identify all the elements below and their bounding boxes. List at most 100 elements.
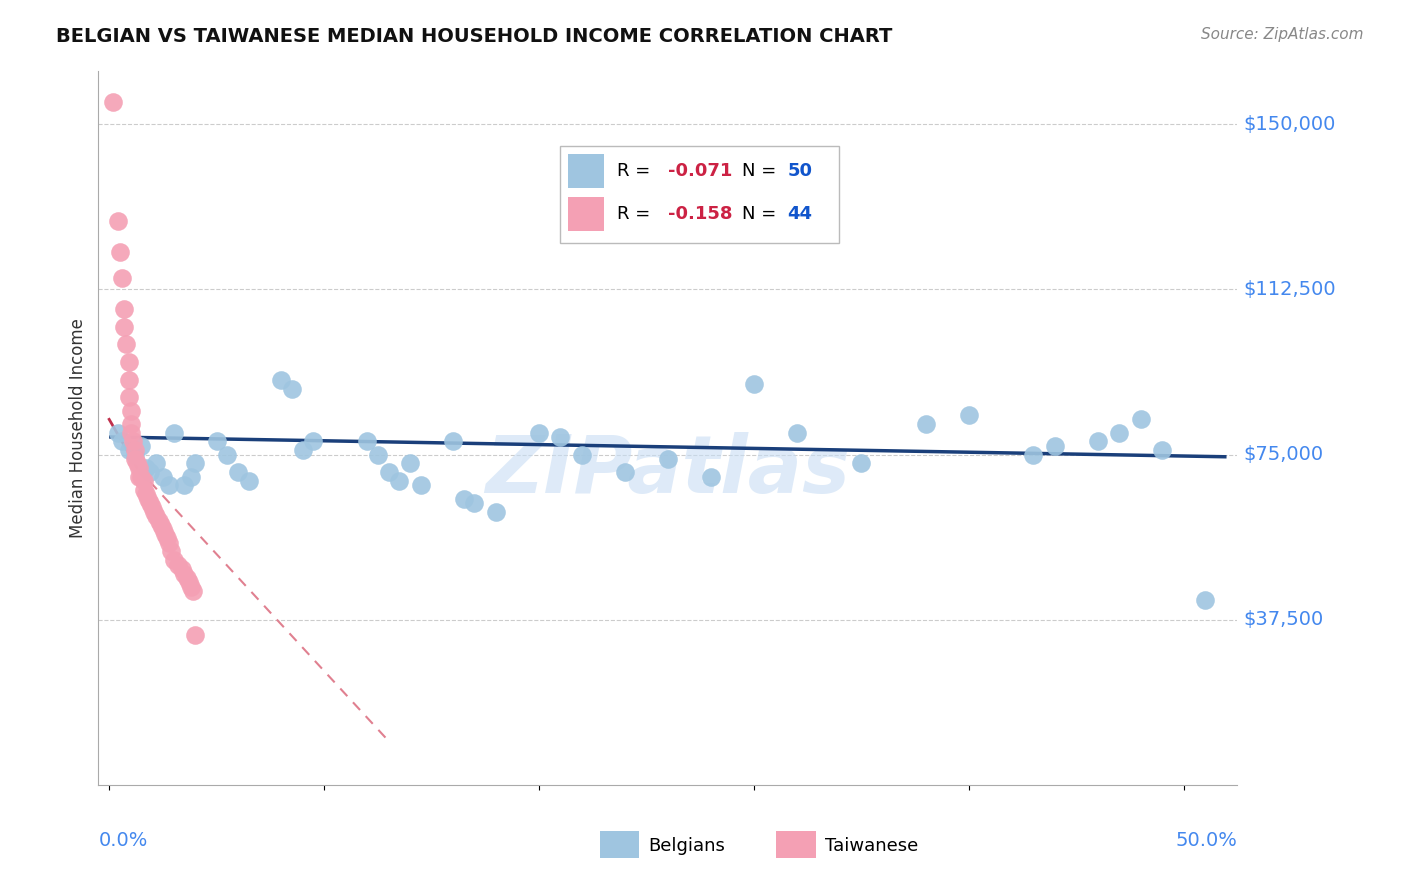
Point xyxy=(160,544,183,558)
Point xyxy=(120,425,142,440)
Point xyxy=(957,408,980,422)
Text: Belgians: Belgians xyxy=(648,837,725,855)
Point xyxy=(1152,443,1174,458)
Point xyxy=(157,535,180,549)
Point xyxy=(124,443,146,458)
Point xyxy=(128,469,150,483)
Point xyxy=(120,403,142,417)
Text: R =: R = xyxy=(617,205,655,223)
Point xyxy=(145,457,167,471)
Bar xyxy=(776,831,815,858)
Y-axis label: Median Household Income: Median Household Income xyxy=(69,318,87,538)
Point xyxy=(173,566,195,581)
Point xyxy=(112,302,135,317)
Point xyxy=(657,452,679,467)
Point xyxy=(117,390,139,404)
Point xyxy=(205,434,228,449)
Text: 0.0%: 0.0% xyxy=(98,831,148,850)
Point xyxy=(356,434,378,449)
Point xyxy=(367,448,389,462)
Point xyxy=(173,478,195,492)
Text: ZIPatlas: ZIPatlas xyxy=(485,432,851,510)
Point xyxy=(291,443,314,458)
Text: -0.158: -0.158 xyxy=(668,205,733,223)
Point xyxy=(132,474,155,488)
Point xyxy=(914,417,936,431)
Point xyxy=(441,434,464,449)
Point xyxy=(786,425,808,440)
Point xyxy=(1129,412,1152,426)
Point xyxy=(117,443,139,458)
Text: 50: 50 xyxy=(787,162,813,180)
Text: R =: R = xyxy=(617,162,655,180)
Text: Taiwanese: Taiwanese xyxy=(825,837,918,855)
Point xyxy=(107,214,129,228)
Point xyxy=(184,457,207,471)
FancyBboxPatch shape xyxy=(560,146,839,243)
Point xyxy=(162,425,184,440)
Bar xyxy=(568,154,605,188)
Point xyxy=(152,523,174,537)
Point xyxy=(112,319,135,334)
Text: 44: 44 xyxy=(787,205,813,223)
Point xyxy=(184,628,207,642)
Point xyxy=(124,448,146,462)
Point xyxy=(108,244,131,259)
Point xyxy=(117,373,139,387)
Point xyxy=(141,500,163,515)
Point xyxy=(485,505,508,519)
Point xyxy=(281,382,304,396)
Point xyxy=(613,465,636,479)
Point xyxy=(1087,434,1109,449)
Point xyxy=(149,518,172,533)
Point xyxy=(103,95,125,110)
Text: Source: ZipAtlas.com: Source: ZipAtlas.com xyxy=(1201,27,1364,42)
Point xyxy=(176,571,198,585)
Point xyxy=(135,460,157,475)
Point xyxy=(172,562,194,576)
Text: N =: N = xyxy=(742,162,782,180)
Point xyxy=(238,474,260,488)
Point xyxy=(156,531,179,545)
Point xyxy=(121,434,143,449)
Point xyxy=(139,465,162,479)
Point xyxy=(139,496,162,510)
Point xyxy=(399,457,422,471)
Point xyxy=(131,439,153,453)
Point xyxy=(1108,425,1130,440)
Point xyxy=(180,580,202,594)
Point xyxy=(851,457,873,471)
Point xyxy=(127,457,149,471)
Point xyxy=(302,434,325,449)
Point xyxy=(115,337,138,351)
Point xyxy=(1194,593,1216,607)
Text: -0.071: -0.071 xyxy=(668,162,733,180)
Text: 50.0%: 50.0% xyxy=(1175,831,1237,850)
Point xyxy=(177,575,200,590)
Point xyxy=(157,478,180,492)
Point xyxy=(145,509,167,524)
Point xyxy=(107,425,129,440)
Point xyxy=(153,527,176,541)
Point xyxy=(1022,448,1045,462)
Point xyxy=(128,460,150,475)
Point xyxy=(111,434,134,449)
Point xyxy=(550,430,572,444)
Point xyxy=(136,491,159,506)
Point xyxy=(181,584,204,599)
Text: $75,000: $75,000 xyxy=(1243,445,1323,464)
Point xyxy=(180,469,202,483)
Point xyxy=(409,478,432,492)
Text: N =: N = xyxy=(742,205,782,223)
Point xyxy=(527,425,550,440)
Text: $150,000: $150,000 xyxy=(1243,115,1336,134)
Point xyxy=(571,448,593,462)
Point xyxy=(124,452,146,467)
Point xyxy=(143,505,166,519)
Point xyxy=(453,491,475,506)
Point xyxy=(388,474,411,488)
Bar xyxy=(599,831,640,858)
Point xyxy=(117,355,139,369)
Point xyxy=(1043,439,1066,453)
Point xyxy=(120,417,142,431)
